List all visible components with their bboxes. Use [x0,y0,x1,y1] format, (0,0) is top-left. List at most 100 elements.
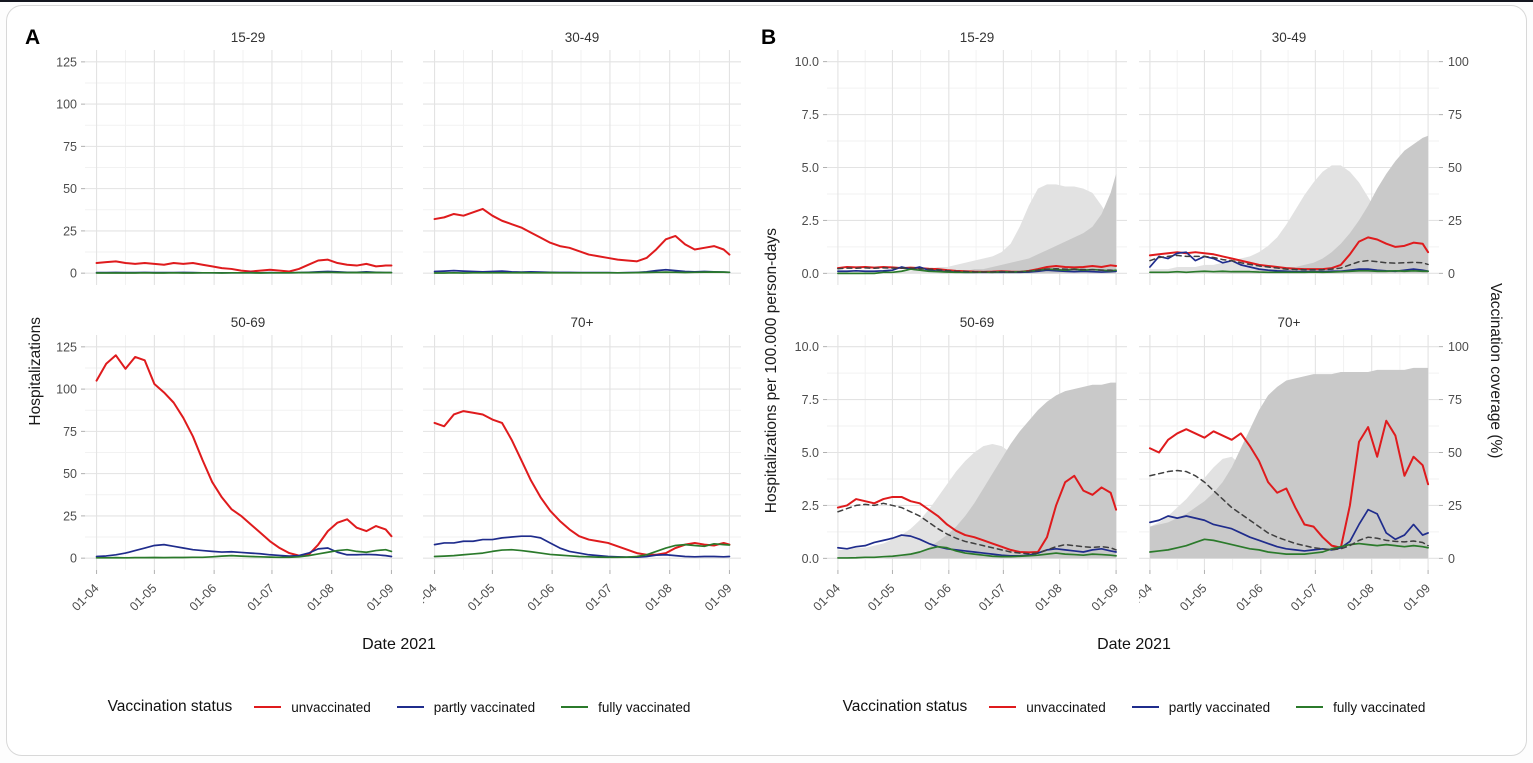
facet-title: 50-69 [959,315,995,330]
svg-text:01-07: 01-07 [1288,581,1321,614]
chart-A-50-69: 01-04 01-05 01-06 01-07 01-08 01-09 0 25 50 75 100… [56,335,403,614]
svg-text:125: 125 [56,340,77,354]
svg-text:01-04: 01-04 [1139,581,1155,614]
figure-panels: A Hospitalizations 15-29 0 25 50 75 100 125 30-… [23,26,1512,716]
legend-item-label: unvaccinated [291,699,371,715]
legend-title: Vaccination status [107,698,233,715]
panel-b-secondary-axis-title: Vaccination coverage (%) [1487,283,1504,459]
svg-text:01-08: 01-08 [304,581,337,614]
legend-item-partly-vaccinated: partly vaccinated [396,699,536,715]
chart-B-70+: 01-04 01-05 01-06 01-07 01-08 01-09 0 25 50 75 100 [1139,335,1469,614]
legend-line-swatch [1131,706,1159,708]
svg-text:01-08: 01-08 [1032,581,1065,614]
svg-text:50: 50 [1448,446,1462,460]
panel-a-legend: Vaccination status unvaccinated partly va… [49,698,749,716]
svg-text:01-05: 01-05 [127,581,160,614]
svg-text:75: 75 [63,140,77,154]
svg-text:125: 125 [56,55,77,69]
svg-text:0: 0 [1448,267,1455,281]
chart-B-30-49: 0 25 50 75 100 [1139,50,1469,285]
legend-item-fully-vaccinated: fully vaccinated [1296,700,1425,715]
svg-text:01-06: 01-06 [187,581,220,614]
svg-text:2.5: 2.5 [802,499,819,513]
facet-a-50-69: 50-69 01-04 01-05 01-06 01-07 01-08 01-09 0 25 50… [49,285,411,632]
svg-text:01-06: 01-06 [921,581,954,614]
svg-text:100: 100 [1448,55,1469,69]
svg-text:5.0: 5.0 [802,161,819,175]
svg-text:01-07: 01-07 [976,581,1009,614]
svg-text:5.0: 5.0 [802,446,819,460]
svg-text:10.0: 10.0 [795,55,819,69]
legend-line-swatch [254,706,282,708]
facet-b-15-29: 15-29 0.0 2.5 5.0 7.5 10.0 [785,26,1127,285]
svg-text:0: 0 [70,552,77,566]
panel-a-x-axis-title: Date 2021 [362,636,436,653]
panel-b-x-axis-title: Date 2021 [1097,636,1171,653]
svg-text:01-09: 01-09 [1401,581,1434,614]
svg-text:75: 75 [1448,393,1462,407]
svg-text:01-05: 01-05 [1177,581,1210,614]
facet-a-30-49: 30-49 [423,26,741,285]
svg-text:100: 100 [56,98,77,112]
panel-b-y-axis-title: Hospitalizations per 100.000 person-days [763,228,780,514]
svg-text:10.0: 10.0 [795,340,819,354]
legend-item-label: unvaccinated [1026,699,1106,715]
legend-item-label: fully vaccinated [598,699,691,715]
facet-title: 70+ [1277,315,1301,330]
legend-item-unvaccinated: unvaccinated [254,700,371,715]
svg-text:7.5: 7.5 [802,393,819,407]
svg-text:01-05: 01-05 [465,581,498,614]
legend-item-label: partly vaccinated [1168,699,1271,715]
facet-title: 15-29 [230,30,266,45]
svg-text:100: 100 [56,383,77,397]
chart-B-50-69: 01-04 01-05 01-06 01-07 01-08 01-09 0.0 2.5 5.0 7… [795,335,1127,614]
svg-text:25: 25 [1448,214,1462,228]
facet-title: 15-29 [959,30,995,45]
facet-title: 50-69 [230,315,266,330]
svg-text:01-04: 01-04 [69,581,102,614]
panel-a-y-axis-title: Hospitalizations [27,316,44,426]
legend-item-fully-vaccinated: fully vaccinated [561,700,690,715]
legend-item-label: fully vaccinated [1333,699,1426,715]
panel-a-facet-grid: 15-29 0 25 50 75 100 125 30-49 50-69 01-04 01-05 01… [49,26,749,632]
legend-item-unvaccinated: unvaccinated [989,700,1106,715]
svg-text:01-05: 01-05 [865,581,898,614]
svg-text:01-09: 01-09 [702,581,735,614]
svg-text:01-06: 01-06 [525,581,558,614]
svg-text:01-07: 01-07 [245,581,278,614]
legend-line-swatch [561,706,589,708]
svg-text:50: 50 [1448,161,1462,175]
svg-text:0: 0 [70,267,77,281]
facet-title: 30-49 [564,30,600,45]
svg-text:01-08: 01-08 [642,581,675,614]
legend-line-swatch [989,706,1017,708]
svg-text:7.5: 7.5 [802,108,819,122]
svg-text:50: 50 [63,182,77,196]
svg-text:75: 75 [1448,108,1462,122]
window-top-edge [0,0,1533,2]
legend-line-swatch [396,706,424,708]
svg-text:0.0: 0.0 [802,267,819,281]
figure-card: A Hospitalizations 15-29 0 25 50 75 100 125 30-… [6,5,1527,756]
svg-text:75: 75 [63,425,77,439]
legend-line-swatch [1296,706,1324,708]
panel-b-facet-grid: 15-29 0.0 2.5 5.0 7.5 10.0 30-49 0 25 50 75 100 50-6… [785,26,1483,632]
panel-b: B Hospitalizations per 100.000 person-da… [759,26,1507,716]
svg-text:01-04: 01-04 [811,581,844,614]
svg-text:25: 25 [63,509,77,523]
svg-text:2.5: 2.5 [802,214,819,228]
svg-text:100: 100 [1448,340,1469,354]
facet-a-15-29: 15-29 0 25 50 75 100 125 [49,26,411,285]
svg-text:25: 25 [63,224,77,238]
facet-title: 70+ [570,315,594,330]
chart-A-30-49 [423,50,741,285]
legend-item-label: partly vaccinated [433,699,536,715]
panel-a-label: A [25,26,41,49]
svg-text:01-09: 01-09 [364,581,397,614]
svg-text:01-08: 01-08 [1344,581,1377,614]
svg-text:25: 25 [1448,499,1462,513]
svg-text:01-09: 01-09 [1089,581,1122,614]
facet-title: 30-49 [1271,30,1307,45]
svg-text:01-07: 01-07 [583,581,616,614]
svg-text:0.0: 0.0 [802,552,819,566]
